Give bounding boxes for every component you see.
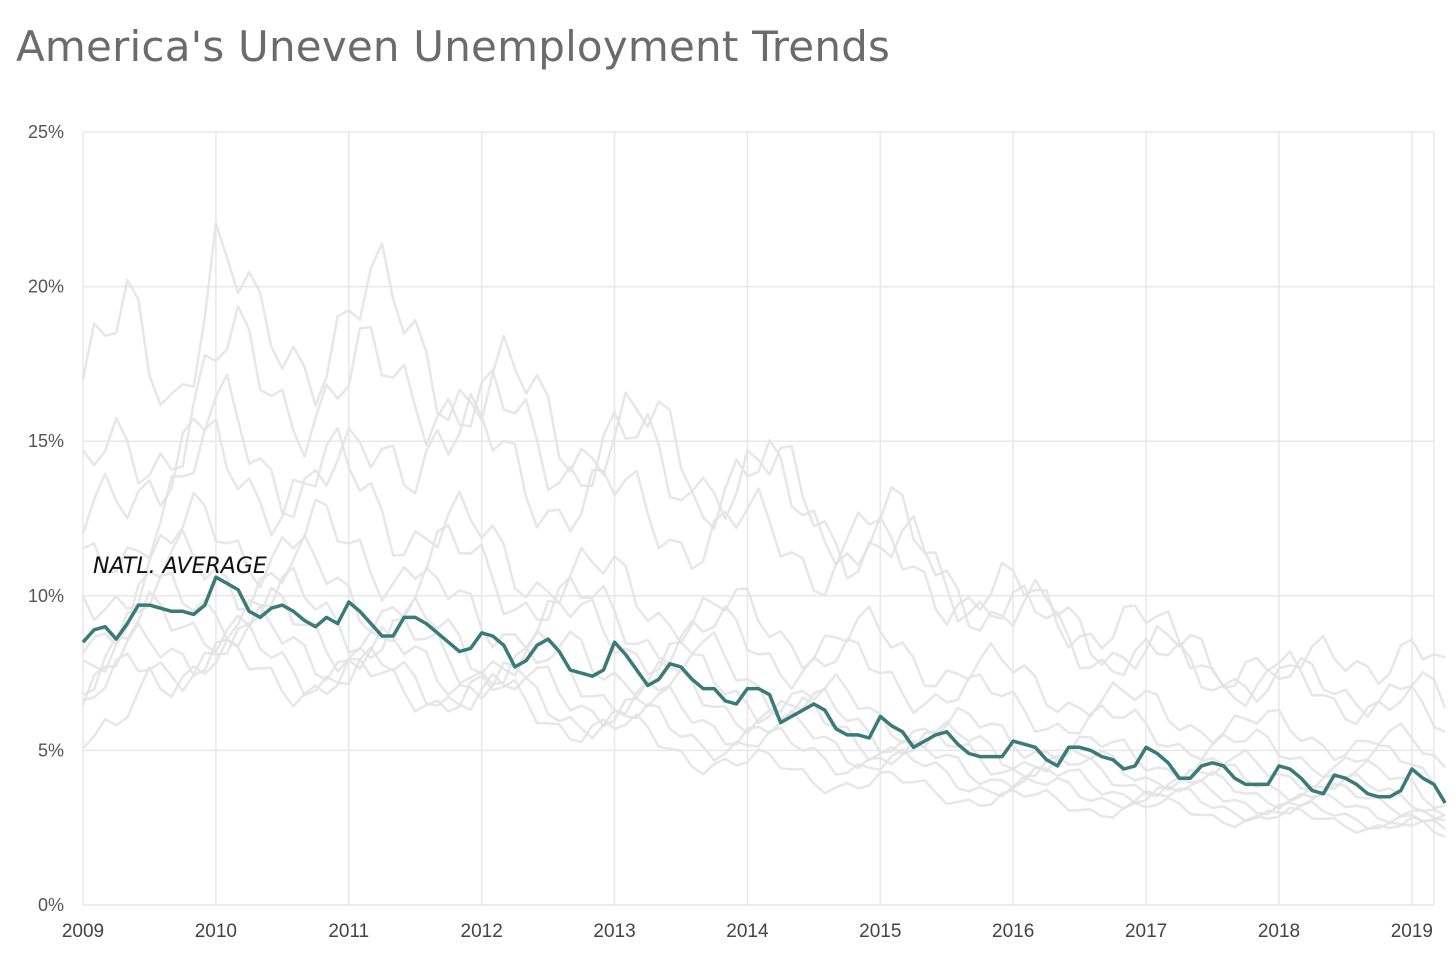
state-unemployment-line xyxy=(82,566,1446,817)
state-unemployment-line xyxy=(81,491,1447,801)
y-tick-label: 15% xyxy=(28,431,64,451)
x-tick-label: 2009 xyxy=(62,921,104,942)
x-axis-ticks: 2009 2010 2011 2012 2013 2014 2015 2016 2017 2018… xyxy=(62,921,1433,942)
national-average-line xyxy=(81,575,1447,804)
x-tick-label: 2019 xyxy=(1391,921,1433,942)
state-unemployment-line xyxy=(81,528,1446,810)
y-tick-label: 10% xyxy=(28,586,64,606)
y-tick-label: 20% xyxy=(28,277,64,297)
x-tick-label: 2015 xyxy=(859,921,901,942)
state-unemployment-line xyxy=(81,373,1446,733)
state-unemployment-line xyxy=(82,586,1446,822)
y-tick-label: 5% xyxy=(38,740,64,760)
y-tick-label: 0% xyxy=(38,895,64,915)
state-unemployment-line xyxy=(82,622,1446,831)
state-unemployment-line xyxy=(82,638,1446,839)
x-tick-label: 2014 xyxy=(726,921,769,942)
x-tick-label: 2011 xyxy=(328,921,369,942)
x-tick-label: 2016 xyxy=(992,921,1034,942)
national-average-group xyxy=(81,575,1447,804)
x-tick-label: 2018 xyxy=(1258,921,1300,942)
x-tick-label: 2010 xyxy=(195,921,237,942)
x-tick-label: 2017 xyxy=(1125,921,1167,942)
x-tick-label: 2012 xyxy=(461,921,503,942)
state-unemployment-line xyxy=(81,305,1447,718)
national-average-label: NATL. AVERAGE xyxy=(93,554,267,579)
y-axis-ticks: 0% 5% 10% 15% 20% 25% xyxy=(28,122,64,915)
chart-title: America's Uneven Unemployment Trends xyxy=(16,22,891,71)
y-tick-label: 25% xyxy=(28,122,64,142)
background-series-group xyxy=(81,221,1447,839)
state-unemployment-line xyxy=(81,604,1446,824)
x-tick-label: 2013 xyxy=(593,921,635,942)
